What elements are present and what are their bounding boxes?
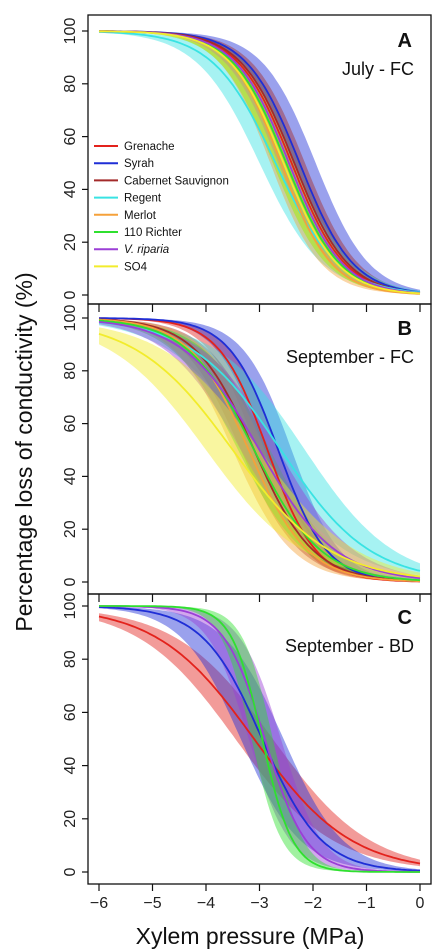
y-tick-label: 20 [62,233,79,251]
x-tick-label: 0 [416,895,425,912]
legend-label: Merlot [124,210,157,222]
x-axis-title: Xylem pressure (MPa) [136,923,365,949]
legend-label: 110 Richter [124,227,182,239]
band-grenache [99,613,420,867]
y-tick-label: 60 [62,703,79,721]
y-tick-label: 0 [62,867,79,876]
panel-title-c: September - BD [285,636,414,656]
band-110-richter [99,31,420,294]
series-line-grenache [98,615,421,865]
panel-title-a: July - FC [342,59,414,79]
band-110-richter [99,606,420,872]
band-syrah [99,31,420,294]
band-v-riparia [99,31,420,294]
legend-label: Regent [124,193,162,205]
x-tick-label: −2 [304,895,322,912]
x-tick-label: −6 [90,895,108,912]
legend-label: V. riparia [124,244,169,256]
legend-label: Syrah [124,158,154,170]
panel-letter-b: B [398,318,412,340]
y-tick-label: 40 [62,180,79,198]
band-regent [99,320,420,576]
series-line-regent [98,321,421,572]
y-tick-label: 60 [62,415,79,433]
y-tick-label: 40 [62,467,79,485]
band-grenache [99,31,420,294]
y-tick-label: 0 [62,577,79,586]
panel-b: 0 20 40 60 80 100 [62,303,432,595]
series-line-110-richter [98,319,421,582]
series-line-110-richter [99,605,420,873]
band-so4 [99,327,420,579]
x-tick-label: −3 [250,895,268,912]
series-line-merlot [98,318,421,583]
x-tick-label: −1 [357,895,375,912]
legend-label: Cabernet Sauvignon [124,175,229,187]
legend-label: SO4 [124,261,148,273]
y-tick-label: 0 [62,290,79,299]
y-tick-label: 80 [62,362,79,380]
y-tick-label: 20 [62,810,79,828]
y-tick-label: 40 [62,757,79,775]
band-regent [99,31,420,294]
legend: Grenache Syrah Cabernet Sauvignon Regent Mer… [94,141,229,273]
band-v-riparia [99,606,420,872]
panel-c: 0 20 40 60 80 100 −6 −5 −4 −3 −2 −1 0 [62,593,432,912]
y-axis-title: Percentage loss of conductivity (%) [11,272,37,631]
series-line-so4 [98,333,421,578]
y-tick-label: 100 [62,593,79,620]
band-syrah [99,606,420,872]
band-cabernet-sauvignon [99,31,420,294]
y-tick-label: 100 [62,305,79,332]
y-tick-label: 80 [62,650,79,668]
legend-label: Grenache [124,141,175,153]
series-line-so4 [99,30,421,295]
panel-title-b: September - FC [286,347,414,367]
x-tick-label: −4 [197,895,215,912]
series-line-syrah [98,606,421,872]
y-tick-label: 100 [62,18,79,45]
y-tick-label: 60 [62,128,79,146]
panel-letter-a: A [398,30,412,52]
y-tick-label: 20 [62,520,79,538]
x-tick-label: −5 [143,895,161,912]
panel-letter-c: C [398,607,412,629]
y-tick-label: 80 [62,75,79,93]
